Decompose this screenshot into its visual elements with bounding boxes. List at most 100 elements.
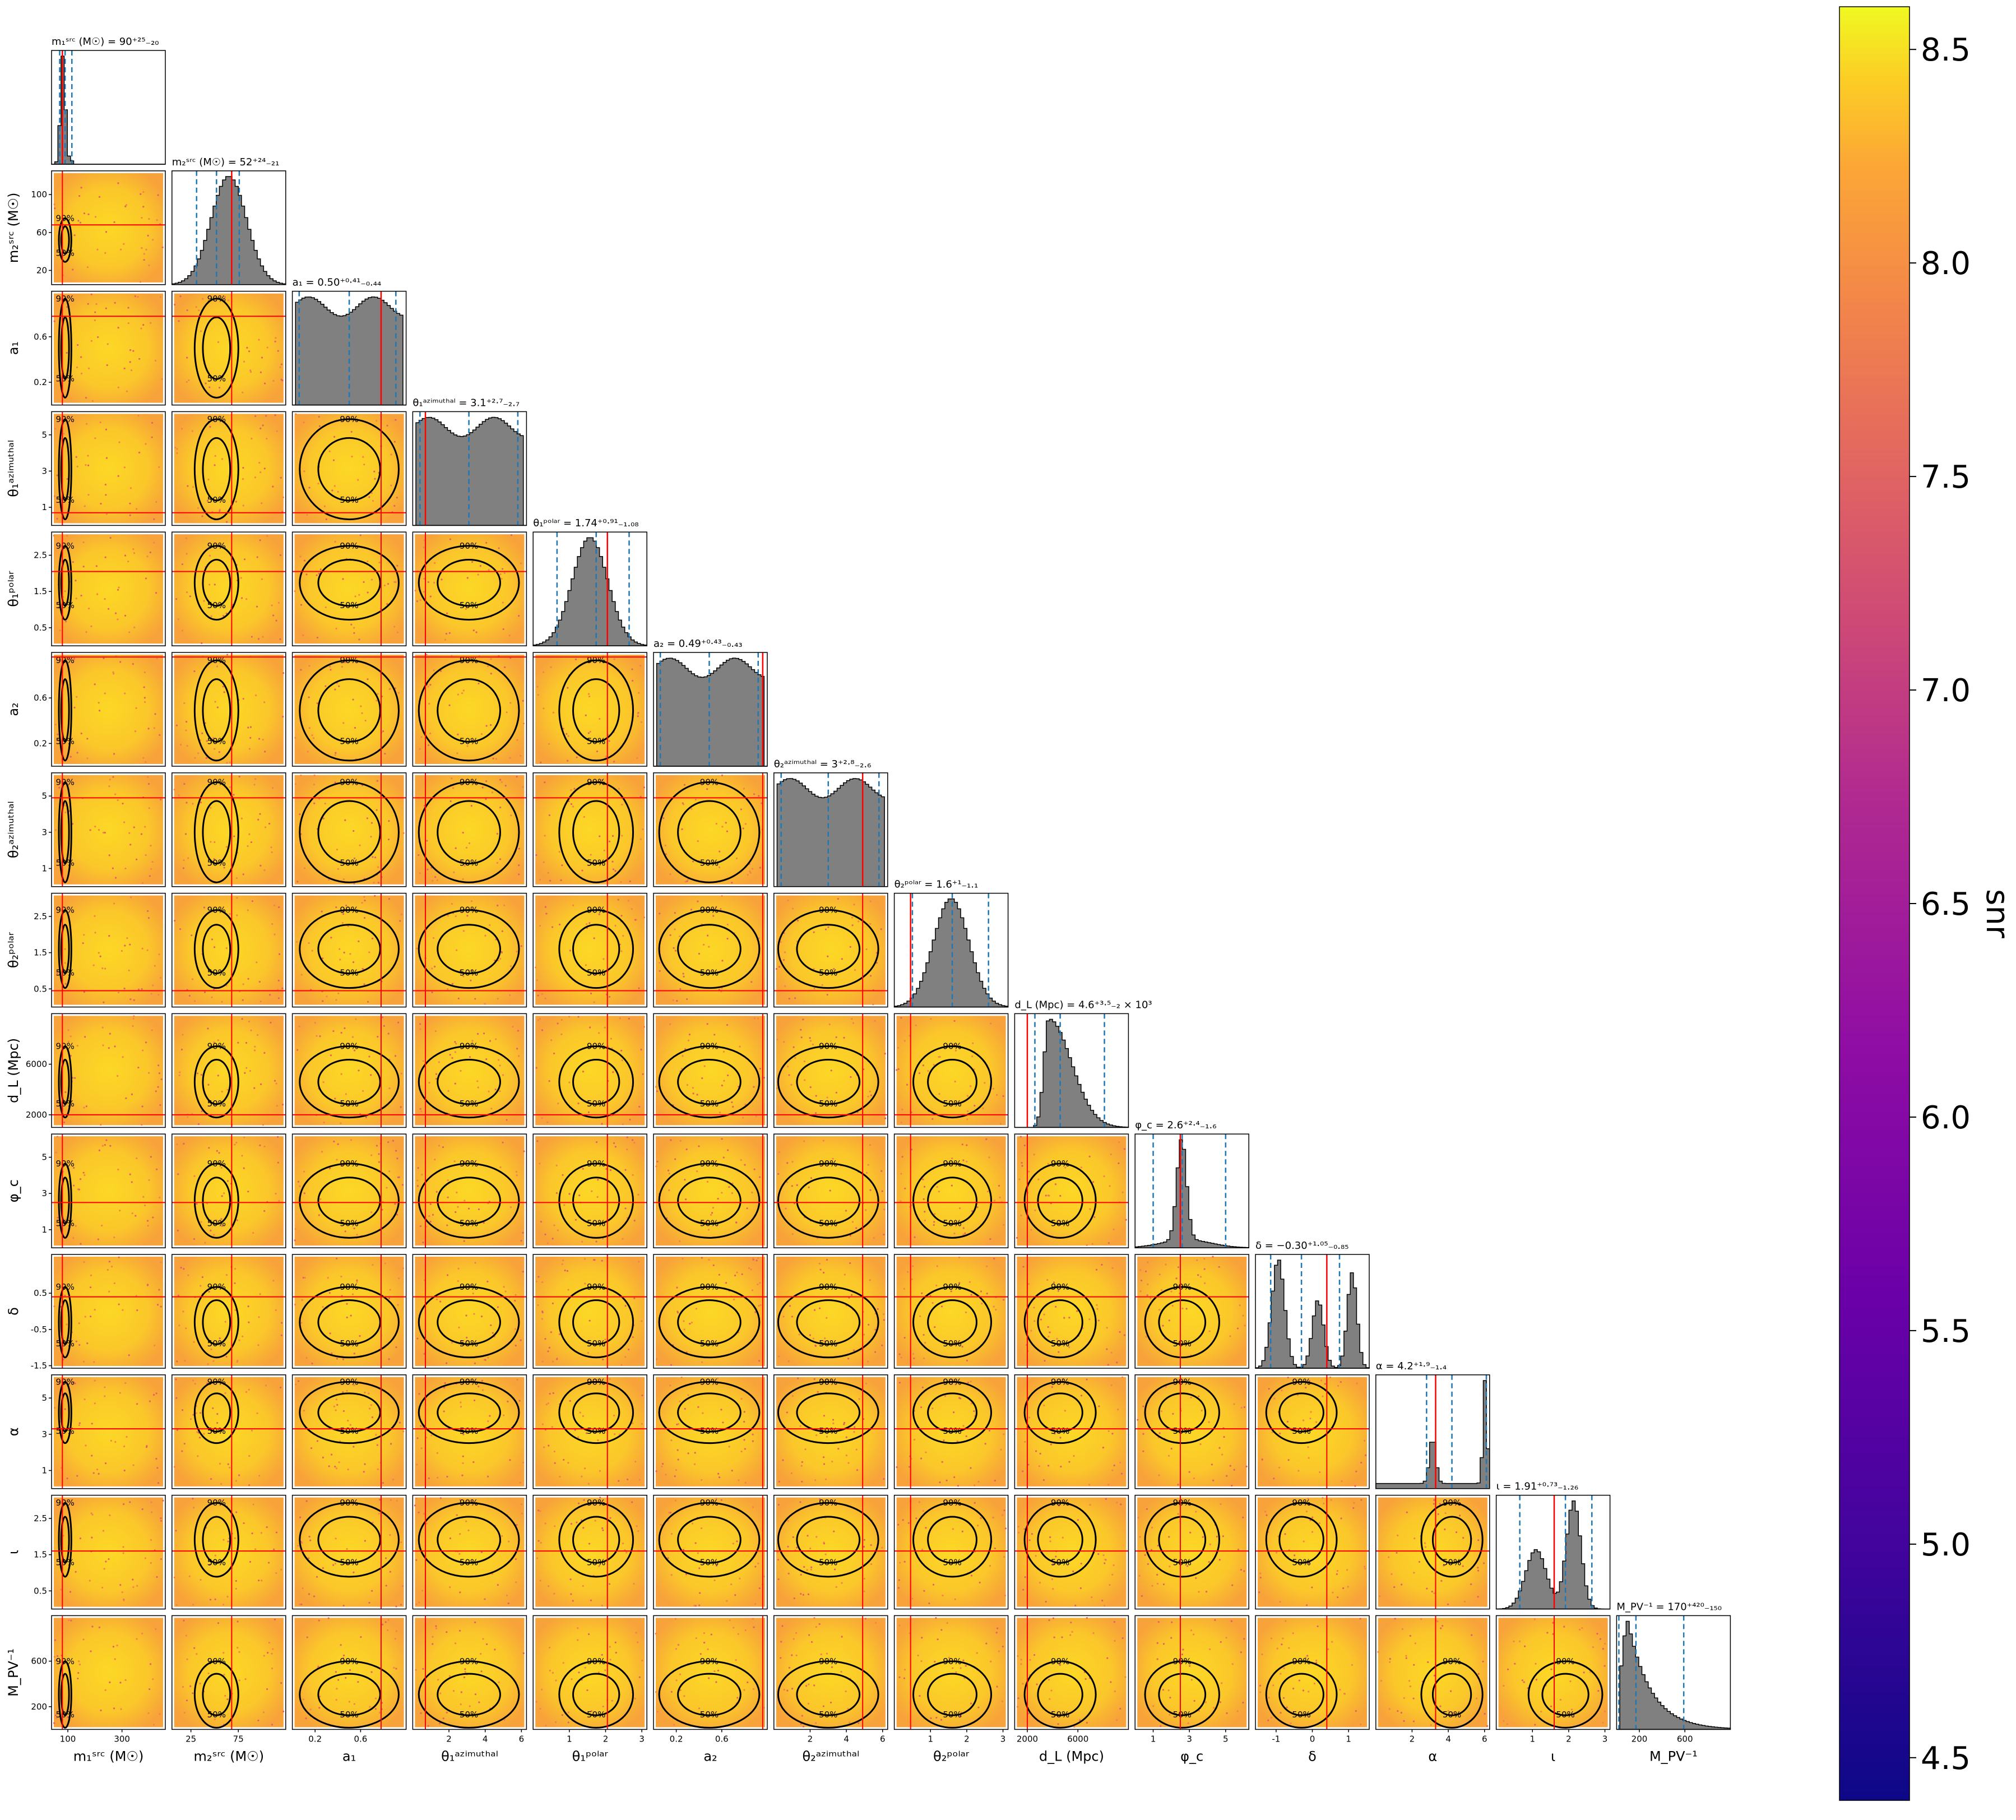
sample-point xyxy=(1190,1679,1193,1681)
sample-point xyxy=(319,1696,321,1698)
sample-point xyxy=(98,1626,100,1628)
sample-point xyxy=(324,803,326,805)
sample-point xyxy=(356,1234,358,1236)
sample-point xyxy=(731,1192,734,1194)
sample-point xyxy=(941,1461,943,1463)
sample-point xyxy=(962,1227,965,1229)
sample-point xyxy=(330,937,332,939)
sample-point xyxy=(294,1239,296,1242)
sample-point xyxy=(448,704,451,706)
sample-point xyxy=(587,1111,590,1113)
sample-point xyxy=(940,1305,943,1308)
sample-point xyxy=(389,1534,391,1536)
sample-point xyxy=(79,1178,82,1180)
sample-point xyxy=(819,1268,822,1271)
panel-13-5: 50%90%0.2 0.6a₂ xyxy=(653,1615,768,1764)
panel-10-5: 50%90% xyxy=(653,1254,768,1369)
sample-point xyxy=(996,1094,998,1096)
sample-point xyxy=(801,1480,803,1483)
sample-point xyxy=(778,1480,780,1483)
sample-point xyxy=(118,586,120,589)
sample-point xyxy=(1137,1419,1139,1421)
sample-point xyxy=(931,1302,934,1304)
panel-frame xyxy=(1014,1615,1129,1730)
sample-point xyxy=(177,1294,179,1296)
sample-point xyxy=(97,336,99,339)
sample-point xyxy=(342,1657,345,1659)
sample-point xyxy=(560,1033,563,1035)
panel-7-2: 50%90% xyxy=(291,892,407,1008)
sample-point xyxy=(633,1142,636,1144)
contour-label-50: 50% xyxy=(55,600,74,610)
sample-point xyxy=(147,782,150,785)
sample-point xyxy=(220,1218,223,1220)
sample-point xyxy=(537,1509,540,1512)
sample-point xyxy=(601,779,603,781)
sample-point xyxy=(801,1715,803,1717)
sample-point xyxy=(977,1525,979,1527)
sample-point xyxy=(665,1474,667,1476)
contour-label-90: 90% xyxy=(207,655,226,665)
sample-point xyxy=(353,1353,355,1355)
sample-point xyxy=(213,1234,215,1236)
sample-point xyxy=(1226,1475,1228,1477)
sample-point xyxy=(156,219,158,221)
sample-point xyxy=(104,598,106,600)
x-axis-label-13: M_PV⁻¹ xyxy=(1649,1748,1698,1764)
sample-point xyxy=(191,430,193,432)
sample-point xyxy=(1365,1454,1367,1456)
sample-point xyxy=(539,1707,541,1710)
sample-point xyxy=(54,428,57,430)
sample-point xyxy=(364,1463,366,1465)
sample-point xyxy=(1455,1531,1458,1534)
sample-point xyxy=(641,1423,643,1425)
sample-point xyxy=(141,1632,143,1634)
sample-point xyxy=(160,976,162,979)
sample-point xyxy=(1343,1693,1346,1695)
colorbar-tick-label: 7.5 xyxy=(1921,459,1971,495)
sample-point xyxy=(990,1022,992,1025)
sample-point xyxy=(209,1599,212,1601)
sample-point xyxy=(243,1522,245,1525)
contour-50 xyxy=(1541,1673,1589,1716)
sample-point xyxy=(1270,1637,1272,1640)
sample-point xyxy=(1317,1625,1319,1628)
sample-point xyxy=(677,1458,679,1461)
histogram-9 xyxy=(1134,1139,1249,1248)
sample-point xyxy=(787,1520,789,1522)
sample-point xyxy=(923,1590,925,1592)
sample-point xyxy=(813,1684,815,1687)
sample-point xyxy=(151,436,153,438)
sample-point xyxy=(1102,1554,1105,1557)
sample-point xyxy=(135,707,137,709)
sample-point xyxy=(1298,1679,1300,1682)
sample-point xyxy=(1002,1514,1004,1516)
sample-point xyxy=(1171,1304,1174,1307)
sample-point xyxy=(1440,1580,1443,1582)
sample-point xyxy=(385,1585,387,1587)
y-tick-label: 3 xyxy=(41,1429,47,1439)
sample-point xyxy=(515,1558,517,1560)
sample-point xyxy=(259,1083,262,1085)
sample-point xyxy=(186,1699,188,1702)
sample-point xyxy=(297,1380,300,1382)
panel-frame xyxy=(1134,1374,1249,1489)
sample-point xyxy=(832,1419,835,1421)
sample-point xyxy=(1462,1537,1465,1539)
panel-frame xyxy=(893,892,1009,1008)
sample-point xyxy=(1433,1674,1435,1677)
sample-point xyxy=(428,702,430,705)
sample-point xyxy=(677,1643,679,1646)
sample-point xyxy=(193,1175,196,1177)
sample-point xyxy=(152,239,154,241)
sample-point xyxy=(590,1599,592,1601)
sample-point xyxy=(621,803,623,806)
sample-point xyxy=(1471,1634,1473,1636)
sample-point xyxy=(58,606,60,609)
sample-point xyxy=(240,817,243,819)
sample-point xyxy=(223,1604,225,1606)
panel-5-2: 50%90% xyxy=(291,652,407,767)
sample-point xyxy=(248,833,251,835)
sample-point xyxy=(262,424,264,427)
